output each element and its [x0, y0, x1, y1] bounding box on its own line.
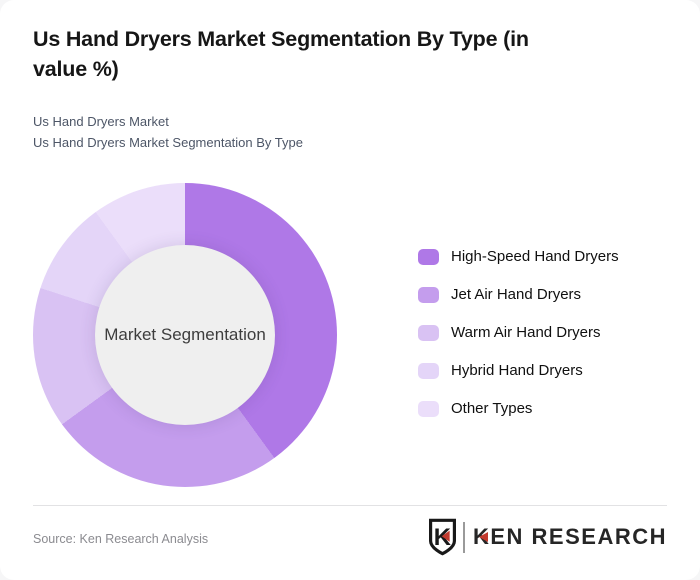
- legend-swatch: [418, 400, 439, 417]
- legend-item: Hybrid Hand Dryers: [418, 362, 619, 379]
- footer-divider: [33, 505, 667, 506]
- source-text: Source: Ken Research Analysis: [33, 532, 209, 546]
- legend-item: Warm Air Hand Dryers: [418, 324, 619, 341]
- legend-item: High-Speed Hand Dryers: [418, 248, 619, 265]
- legend-item: Jet Air Hand Dryers: [418, 286, 619, 303]
- svg-text:K: K: [434, 524, 451, 551]
- legend-label: High-Speed Hand Dryers: [451, 248, 619, 265]
- chart-legend: High-Speed Hand Dryers Jet Air Hand Dryer…: [418, 248, 619, 438]
- legend-swatch: [418, 248, 439, 265]
- logo-k-triangle-icon: [478, 532, 488, 542]
- legend-label: Jet Air Hand Dryers: [451, 286, 582, 303]
- legend-label: Other Types: [451, 400, 533, 417]
- donut-center: Market Segmentation: [95, 245, 275, 425]
- legend-swatch: [418, 324, 439, 341]
- logo-wordmark: KEN RESEARCH: [473, 524, 667, 550]
- legend-swatch: [418, 286, 439, 303]
- ken-research-shield-icon: K: [428, 518, 456, 556]
- legend-label: Warm Air Hand Dryers: [451, 324, 601, 341]
- page-title-line1: Us Hand Dryers Market Segmentation By Ty…: [33, 27, 529, 51]
- chart-subtitle-line2: Us Hand Dryers Market Segmentation By Ty…: [33, 135, 303, 150]
- page-title-line2: value %): [33, 57, 119, 81]
- chart-subtitle-line1: Us Hand Dryers Market: [33, 114, 169, 129]
- ken-research-logo: K KEN RESEARCH: [428, 518, 667, 556]
- legend-item: Other Types: [418, 400, 619, 417]
- donut-center-label: Market Segmentation: [104, 325, 266, 344]
- logo-wordmark-text: KEN RESEARCH: [472, 524, 667, 549]
- page-title: Us Hand Dryers Market Segmentation By Ty…: [33, 24, 578, 84]
- chart-subtitle: Us Hand Dryers Market Us Hand Dryers Mar…: [33, 111, 303, 153]
- donut-chart: Market Segmentation: [33, 183, 337, 487]
- legend-label: Hybrid Hand Dryers: [451, 362, 583, 379]
- logo-divider: [462, 521, 465, 553]
- legend-swatch: [418, 362, 439, 379]
